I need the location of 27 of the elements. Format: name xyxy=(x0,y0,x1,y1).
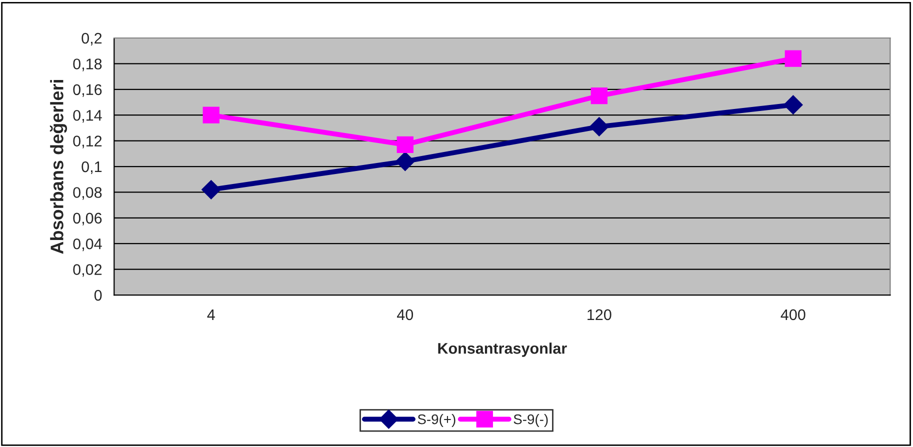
legend-label: S-9(-) xyxy=(514,414,548,427)
point xyxy=(202,180,221,200)
y-tick-label: 0,02 xyxy=(73,264,102,277)
point xyxy=(396,136,414,153)
y-tick-label: 0,14 xyxy=(73,110,102,123)
point xyxy=(784,95,803,114)
y-tick-label: 0,04 xyxy=(73,238,102,252)
y-tick-label: 0,08 xyxy=(73,187,102,200)
y-tick-label: 0,2 xyxy=(82,32,102,46)
y-tick-label: 0,16 xyxy=(73,84,102,97)
y-axis-title: Absorbans değerleri xyxy=(50,80,68,254)
point xyxy=(590,87,608,104)
y-tick-label: 0,1 xyxy=(82,161,102,174)
x-tick-label: 400 xyxy=(780,309,806,320)
point xyxy=(784,50,802,67)
y-tick-label: 0,06 xyxy=(73,212,102,226)
legend-label: S-9(+) xyxy=(418,414,456,427)
y-tick-label: 0 xyxy=(94,290,102,301)
point xyxy=(396,152,415,171)
x-tick-label: 4 xyxy=(207,309,215,320)
x-axis-title: Konsantrasyonlar xyxy=(438,342,567,357)
y-tick-label: 0,18 xyxy=(73,58,102,72)
point xyxy=(590,117,609,136)
x-tick-label: 40 xyxy=(397,309,414,320)
y-tick-label: 0,12 xyxy=(73,136,102,148)
x-tick-label: 120 xyxy=(588,309,612,320)
point xyxy=(202,106,220,124)
